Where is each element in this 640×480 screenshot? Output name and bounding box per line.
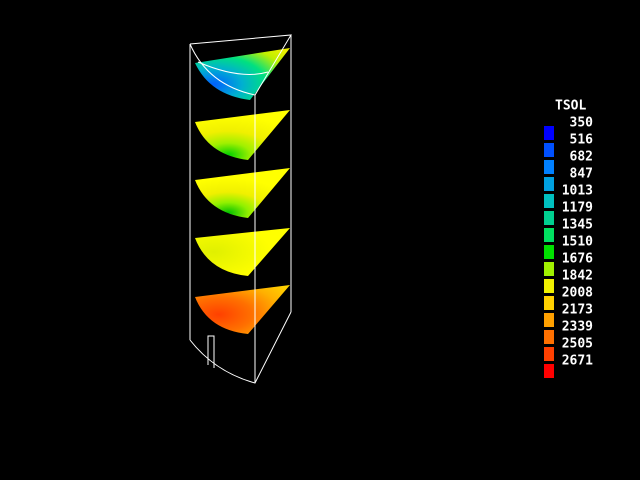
legend-label: 2505 (562, 337, 593, 352)
legend-swatch (544, 126, 554, 140)
legend-label: 682 (570, 150, 593, 165)
legend-label: 350 (570, 116, 594, 131)
slice (195, 110, 290, 160)
legend-swatch (544, 177, 554, 191)
legend-swatch (544, 245, 554, 259)
slice (195, 285, 290, 334)
model-view (189, 34, 292, 384)
legend-label: 1676 (562, 252, 593, 267)
legend-label: 1345 (562, 218, 593, 233)
legend-label: 847 (570, 167, 593, 182)
legend-swatch (544, 160, 554, 174)
legend-label: 1013 (562, 184, 593, 199)
legend-swatch (544, 228, 554, 242)
legend-swatch (544, 194, 554, 208)
legend-swatch (544, 313, 554, 327)
slice (195, 168, 290, 218)
legend-label: 1842 (562, 269, 593, 284)
legend-label: 1510 (562, 235, 593, 250)
legend-swatch (544, 143, 554, 157)
legend-swatch (544, 262, 554, 276)
legend-swatch (544, 330, 554, 344)
legend-label: 2008 (562, 286, 593, 301)
legend-label: 2339 (562, 320, 593, 335)
legend-swatch (544, 364, 554, 378)
legend-swatch (544, 347, 554, 361)
legend-label: 2173 (562, 303, 593, 318)
legend-title: TSOL (555, 99, 586, 114)
wireframe (189, 34, 292, 384)
legend-swatch (544, 211, 554, 225)
slice (195, 228, 290, 276)
legend-swatch (544, 296, 554, 310)
legend-label: 1179 (562, 201, 593, 216)
legend: TSOL 350 516 682 847 1013 1179 1345 1510 1676 184… (544, 99, 594, 378)
legend-label: 2671 (562, 354, 593, 369)
legend-label: 516 (570, 133, 594, 148)
legend-swatch (544, 279, 554, 293)
